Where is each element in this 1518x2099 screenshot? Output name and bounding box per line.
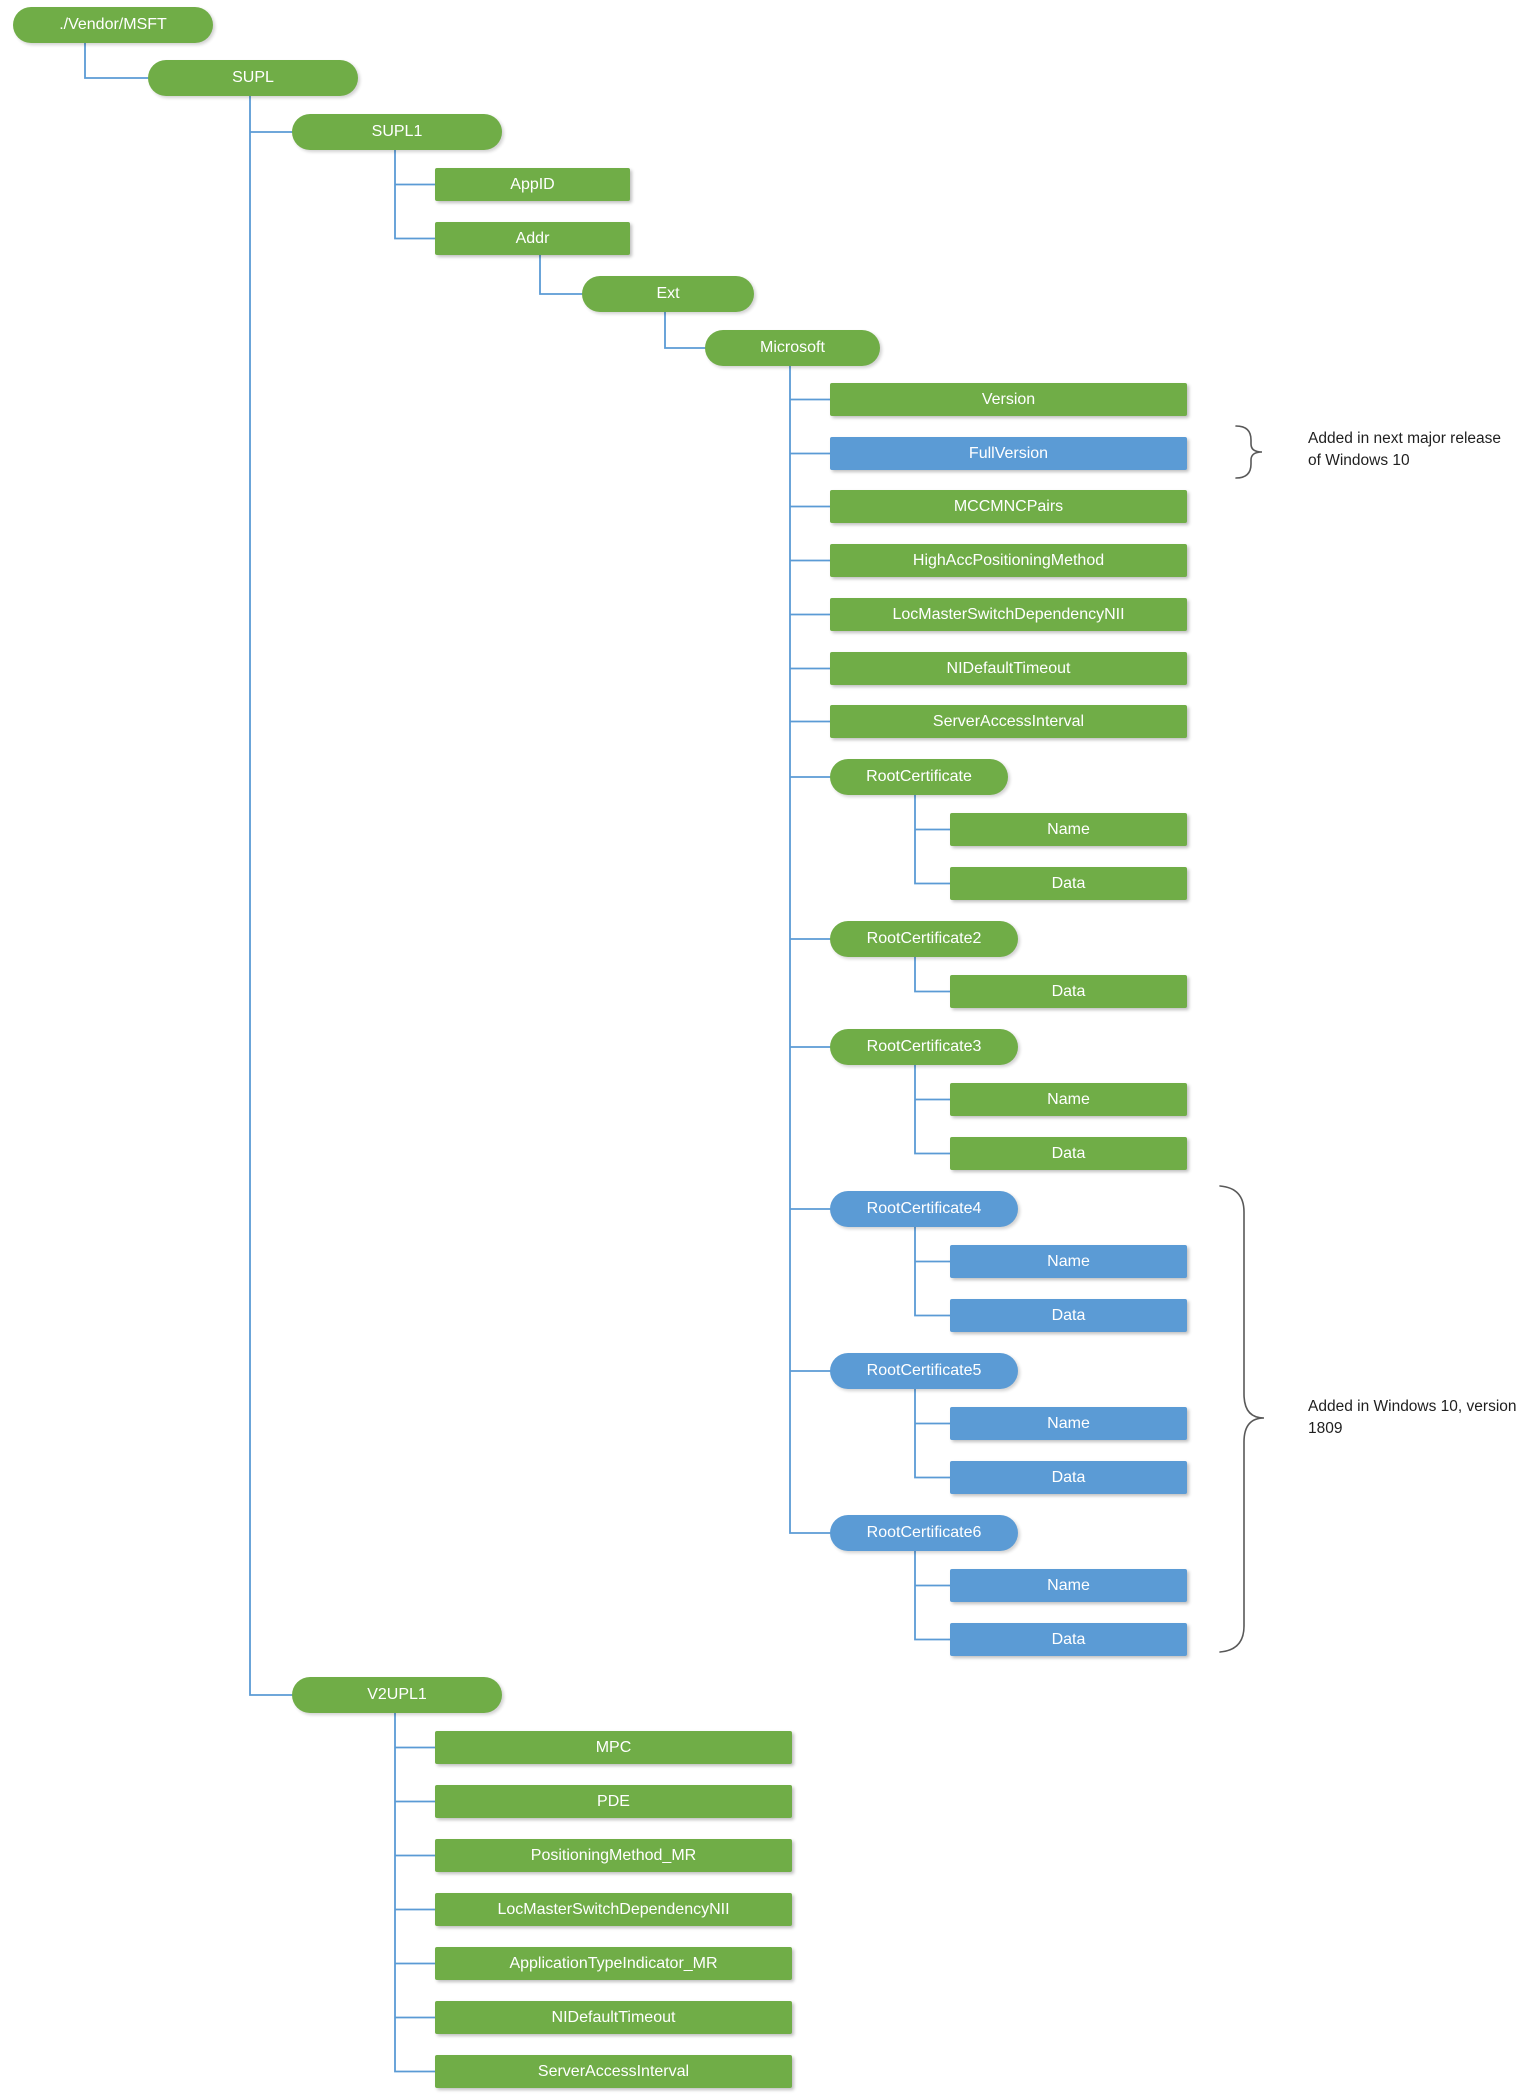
node-rootcert4-data: Data: [950, 1299, 1187, 1332]
node-vendor-msft: ./Vendor/MSFT: [13, 7, 213, 43]
node-supl: SUPL: [148, 60, 358, 96]
node-applicationtypeindicator-mr: ApplicationTypeIndicator_MR: [435, 1947, 792, 1980]
connector-rootcert3-children: [914, 1064, 951, 1155]
node-addr: Addr: [435, 222, 630, 255]
node-supl1: SUPL1: [292, 114, 502, 150]
connector-microsoft-children: [789, 365, 831, 1534]
node-nidefaulttimeout: NIDefaultTimeout: [830, 652, 1187, 685]
brace-fullversion: [1235, 425, 1263, 479]
node-rootcert5-data: Data: [950, 1461, 1187, 1494]
node-mccmncpairs: MCCMNCPairs: [830, 490, 1187, 523]
node-mpc: MPC: [435, 1731, 792, 1764]
node-rootcert6-name: Name: [950, 1569, 1187, 1602]
node-rootcertificate4: RootCertificate4: [830, 1191, 1018, 1227]
connector-rootcert6-children: [914, 1550, 951, 1641]
node-rootcert3-data: Data: [950, 1137, 1187, 1170]
node-rootcertificate2: RootCertificate2: [830, 921, 1018, 957]
annotation-next-major-release: Added in next major release of Windows 1…: [1308, 430, 1502, 469]
node-rootcert6-data: Data: [950, 1623, 1187, 1656]
node-v2-nidefaulttimeout: NIDefaultTimeout: [435, 2001, 792, 2034]
node-v2-locmasterswitchdependencynii: LocMasterSwitchDependencyNII: [435, 1893, 792, 1926]
node-rootcertificate6: RootCertificate6: [830, 1515, 1018, 1551]
connector-supl1-children: [394, 149, 436, 240]
brace-version-1809: [1219, 1185, 1265, 1653]
connector-v2upl1-children: [394, 1712, 436, 2073]
connector-addr-ext: [539, 254, 583, 295]
node-rootcert-name: Name: [950, 813, 1187, 846]
connector-supl-children: [249, 95, 293, 1696]
connector-rootcert1-children: [914, 794, 951, 885]
node-rootcert3-name: Name: [950, 1083, 1187, 1116]
node-rootcert2-data: Data: [950, 975, 1187, 1008]
node-version: Version: [830, 383, 1187, 416]
node-fullversion: FullVersion: [830, 437, 1187, 470]
node-v2upl1: V2UPL1: [292, 1677, 502, 1713]
node-v2-serveraccessinterval: ServerAccessInterval: [435, 2055, 792, 2088]
node-microsoft: Microsoft: [705, 330, 880, 366]
node-serveraccessinterval: ServerAccessInterval: [830, 705, 1187, 738]
connector-rootcert2-children: [914, 956, 951, 993]
node-rootcertificate: RootCertificate: [830, 759, 1008, 795]
annotation-windows10-1809: Added in Windows 10, version 1809: [1308, 1398, 1517, 1437]
node-highaccpositioningmethod: HighAccPositioningMethod: [830, 544, 1187, 577]
node-pde: PDE: [435, 1785, 792, 1818]
node-appid: AppID: [435, 168, 630, 201]
node-positioningmethod-mr: PositioningMethod_MR: [435, 1839, 792, 1872]
connector-rootcert4-children: [914, 1226, 951, 1317]
node-rootcert-data: Data: [950, 867, 1187, 900]
node-rootcert5-name: Name: [950, 1407, 1187, 1440]
node-locmasterswitchdependencynii: LocMasterSwitchDependencyNII: [830, 598, 1187, 631]
node-rootcert4-name: Name: [950, 1245, 1187, 1278]
node-ext: Ext: [582, 276, 754, 312]
connector-ext-microsoft: [664, 311, 706, 349]
node-rootcertificate5: RootCertificate5: [830, 1353, 1018, 1389]
connector-root-supl: [84, 42, 149, 79]
node-rootcertificate3: RootCertificate3: [830, 1029, 1018, 1065]
connector-rootcert5-children: [914, 1388, 951, 1479]
